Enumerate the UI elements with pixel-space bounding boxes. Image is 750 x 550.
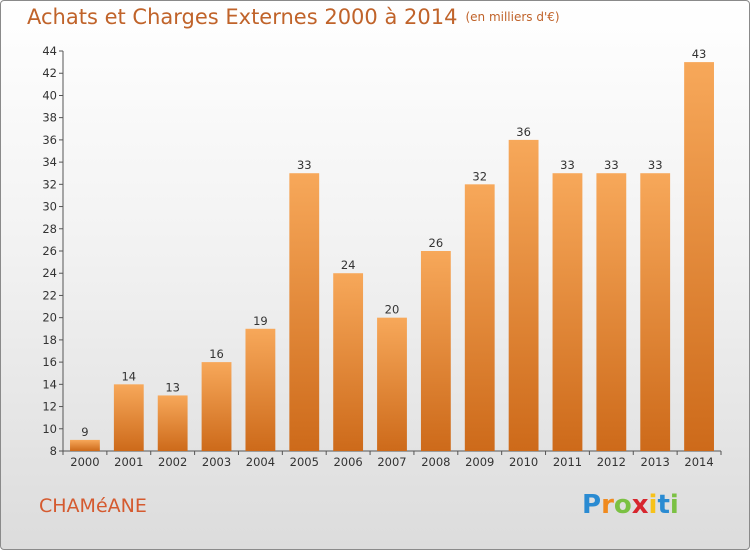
bar xyxy=(377,317,407,451)
x-tick-label: 2002 xyxy=(158,455,187,469)
y-tick-label: 44 xyxy=(42,44,57,58)
data-label: 33 xyxy=(560,158,575,172)
x-tick-label: 2005 xyxy=(290,455,319,469)
x-tick-label: 2003 xyxy=(202,455,231,469)
bar xyxy=(157,395,188,451)
x-tick-label: 2001 xyxy=(114,455,143,469)
chart-title-text: Achats et Charges Externes 2000 à 2014 xyxy=(27,5,458,29)
data-label: 36 xyxy=(516,125,531,139)
x-tick-label: 2012 xyxy=(597,455,626,469)
x-tick-label: 2013 xyxy=(641,455,670,469)
y-tick-label: 34 xyxy=(42,155,57,169)
y-tick-label: 28 xyxy=(42,222,57,236)
x-tick-label: 2014 xyxy=(684,455,713,469)
x-tick-label: 2006 xyxy=(333,455,362,469)
chart-title: Achats et Charges Externes 2000 à 2014 (e… xyxy=(27,5,560,29)
y-tick-label: 18 xyxy=(42,333,57,347)
bar xyxy=(420,251,451,451)
x-tick-label: 2011 xyxy=(553,455,582,469)
commune-name: CHAMéANE xyxy=(39,495,147,517)
bar xyxy=(640,173,671,451)
bar xyxy=(464,184,495,452)
y-tick-label: 22 xyxy=(42,288,57,302)
x-tick-label: 2000 xyxy=(70,455,99,469)
data-label: 14 xyxy=(121,369,136,383)
y-tick-label: 40 xyxy=(42,88,57,102)
data-label: 33 xyxy=(648,158,663,172)
y-tick-label: 38 xyxy=(42,111,57,125)
logo-letter: i xyxy=(648,490,658,520)
data-label: 26 xyxy=(429,236,444,250)
y-tick-label: 32 xyxy=(42,177,57,191)
y-tick-label: 24 xyxy=(42,266,57,280)
data-label: 43 xyxy=(692,47,707,61)
bar xyxy=(684,62,714,451)
y-tick-label: 26 xyxy=(42,244,57,258)
bar xyxy=(245,328,276,451)
proxiti-logo: Proxiti xyxy=(582,490,679,520)
data-label: 19 xyxy=(253,314,268,328)
bar xyxy=(596,173,627,451)
y-tick-label: 20 xyxy=(42,311,57,325)
bar xyxy=(552,173,583,451)
data-label: 32 xyxy=(472,169,487,183)
bar xyxy=(508,139,539,451)
data-label: 9 xyxy=(81,425,88,439)
bar xyxy=(333,273,364,451)
y-tick-label: 16 xyxy=(42,355,57,369)
data-label: 20 xyxy=(385,303,400,317)
data-label: 24 xyxy=(341,258,356,272)
data-label: 13 xyxy=(165,380,180,394)
bar xyxy=(289,173,320,451)
y-tick-label: 12 xyxy=(42,400,57,414)
y-tick-label: 30 xyxy=(42,200,57,214)
y-tick-label: 14 xyxy=(42,377,57,391)
logo-letter: o xyxy=(613,490,632,520)
logo-letter: r xyxy=(601,490,614,520)
y-tick-label: 42 xyxy=(42,66,57,80)
logo-letter: i xyxy=(669,490,679,520)
data-label: 33 xyxy=(604,158,619,172)
x-tick-label: 2004 xyxy=(246,455,275,469)
chart-unit: (en milliers d'€) xyxy=(465,10,560,24)
logo-letter: P xyxy=(582,490,602,520)
bar xyxy=(113,384,144,451)
logo-letter: t xyxy=(657,490,670,520)
bar xyxy=(201,362,232,451)
x-tick-label: 2007 xyxy=(377,455,406,469)
x-tick-label: 2010 xyxy=(509,455,538,469)
data-label: 33 xyxy=(297,158,312,172)
x-tick-label: 2008 xyxy=(421,455,450,469)
y-tick-label: 36 xyxy=(42,133,57,147)
logo-letter: x xyxy=(631,490,649,520)
bar xyxy=(70,439,100,451)
x-tick-label: 2009 xyxy=(465,455,494,469)
y-tick-label: 10 xyxy=(42,422,57,436)
data-label: 16 xyxy=(209,347,224,361)
y-tick-label: 8 xyxy=(50,444,57,458)
